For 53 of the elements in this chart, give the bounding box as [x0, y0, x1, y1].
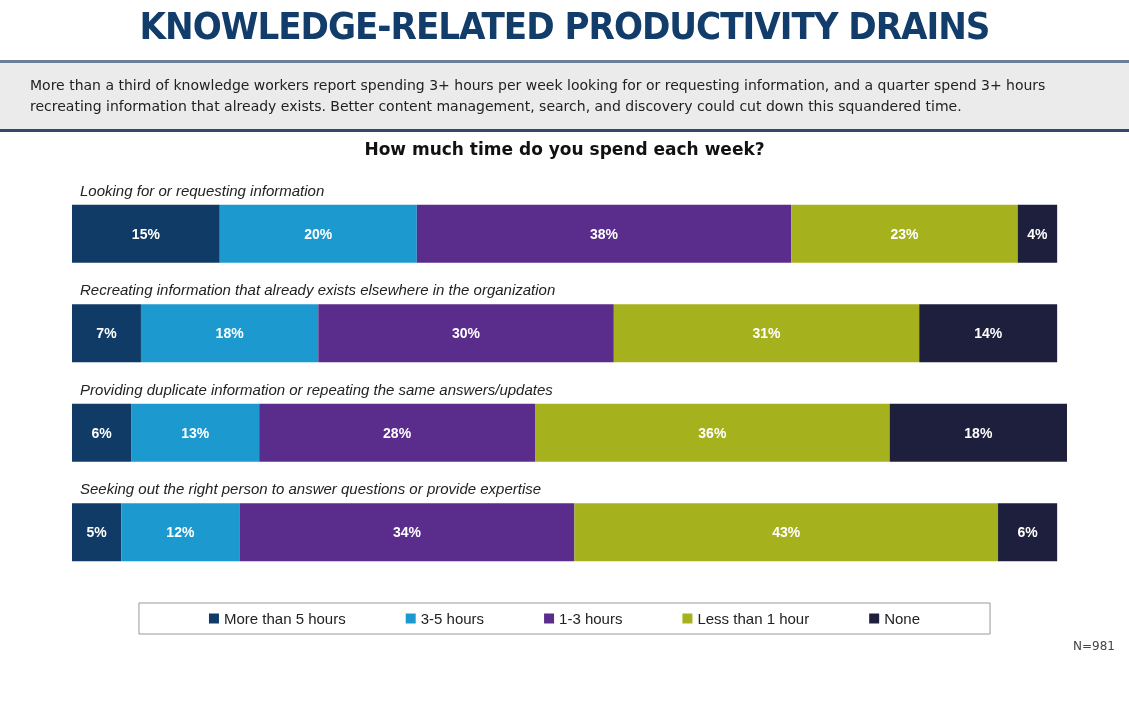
bar: [72, 403, 132, 462]
data-label: 18%: [215, 325, 245, 342]
data-label: 30%: [452, 325, 481, 342]
data-label: 43%: [772, 524, 801, 541]
bar: [72, 503, 122, 562]
bar: [998, 503, 1058, 562]
legend-label: Less than 1 hour: [697, 610, 810, 627]
data-label: 4%: [1027, 225, 1049, 242]
bar: [535, 403, 890, 462]
bar: [416, 204, 792, 263]
data-label: 13%: [181, 424, 210, 441]
y-tick-label: Recreating information that already exists elsewhere in the organization: [80, 281, 556, 299]
y-tick-label: Looking for or requesting information: [80, 181, 325, 199]
legend-label: 1-3 hours: [559, 610, 623, 627]
data-label: 28%: [383, 424, 412, 441]
data-label: 23%: [890, 225, 920, 242]
chart-title: KNOWLEDGE-RELATED PRODUCTIVITY DRAINS: [138, 4, 991, 50]
bar: [1017, 204, 1058, 263]
data-label: 38%: [589, 225, 619, 242]
bar: [72, 204, 220, 263]
bar: [613, 304, 920, 363]
y-tick-label: Seeking out the right person to answer questions or provide expertise: [80, 480, 542, 498]
data-label: 15%: [131, 225, 161, 242]
data-label: 20%: [304, 225, 333, 242]
bar: [219, 204, 417, 263]
data-label: 7%: [96, 325, 118, 342]
legend-label: 3-5 hours: [420, 610, 485, 627]
bar: [919, 304, 1058, 363]
legend-label: More than 5 hours: [223, 610, 346, 627]
data-label: 12%: [166, 524, 195, 541]
bar: [318, 304, 614, 363]
bar: [791, 204, 1018, 263]
data-label: 18%: [964, 424, 993, 441]
bar: [72, 304, 141, 363]
data-label: 5%: [86, 524, 108, 541]
bar: [121, 503, 240, 562]
bar: [239, 503, 575, 562]
data-label: 6%: [91, 424, 113, 441]
data-label: 14%: [974, 325, 1003, 342]
annotation: How much time do you spend each week?: [364, 138, 765, 159]
data-label: 31%: [752, 325, 782, 342]
text: N=981: [1073, 639, 1115, 653]
bar: [259, 403, 536, 462]
bar: [140, 304, 319, 363]
y-tick-label: Providing duplicate information or repeating the same answers/updates: [80, 380, 554, 398]
data-label: 6%: [1017, 524, 1039, 541]
bar: [889, 403, 1067, 462]
legend-label: None: [884, 610, 921, 627]
chart-subtitle: More than a third of knowledge workers report spending 3+ hours per week looking for or requesting information, and a quarter spend 3+ hours recreating information that already exists. Better content management, search, and discovery could cut down this squandered time.: [0, 60, 1129, 132]
bar: [131, 403, 260, 462]
bar: [574, 503, 999, 562]
data-label: 36%: [698, 424, 727, 441]
data-label: 34%: [392, 524, 422, 541]
